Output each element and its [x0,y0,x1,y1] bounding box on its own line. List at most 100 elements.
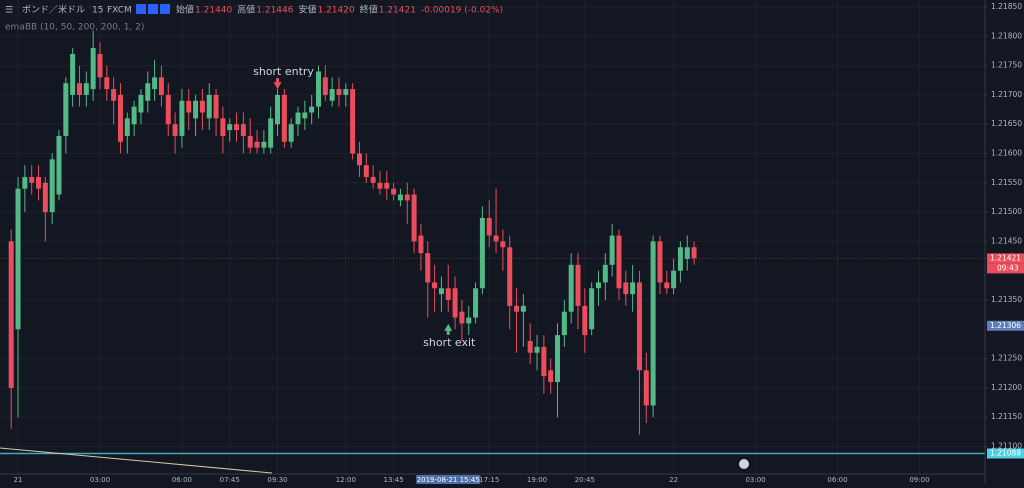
candle-body [643,370,649,406]
x-tick-label: 19:00 [527,476,547,484]
crosshair-x-label: 2019-08-21 15:45 [417,476,480,484]
y-tick-label: 1.21850 [991,2,1022,11]
candle-body [520,305,526,312]
candle-body [356,153,362,166]
y-tick-label: 1.21650 [991,119,1022,128]
annotation-text: short entry [253,65,314,78]
candle-body [507,247,513,306]
x-tick-label: 17:15 [479,476,499,484]
interval: 15 [92,6,103,16]
crosshair-x-box [416,475,481,484]
y-tick-label: 1.21250 [991,354,1022,363]
candle-body [42,182,48,213]
candle-body [111,89,117,101]
candle-body [630,282,636,295]
candle-body [589,288,595,330]
candle-body [213,94,219,119]
candle-body [29,176,35,183]
candle-body [104,77,110,90]
candle-body [275,94,281,125]
price-label: 1.21306 [990,321,1021,330]
candle-body [234,124,240,131]
candle-body [165,94,171,125]
change: -0.00019 (-0.02%) [421,6,503,16]
candle-body [363,165,369,177]
candle-body [418,235,424,254]
x-tick-label: 03:00 [90,476,110,484]
candle-body [193,100,199,119]
countdown: 09:43 [997,263,1019,272]
price-label-box [987,448,1024,459]
x-tick-label: 06:00 [827,476,847,484]
candle-body [438,288,444,295]
candle-body [36,176,42,189]
candle-body [83,83,89,95]
indicator-line [0,447,273,474]
x-tick-label: 07:45 [220,476,240,484]
ohlc-label: 始値 [176,4,194,16]
candle-body [220,118,226,136]
x-tick-label: 09:00 [909,476,929,484]
y-tick-label: 1.21350 [991,295,1022,304]
candle-body [329,89,335,101]
ohlc-value: 1.21446 [256,6,293,16]
ohlc-value: 1.21440 [195,6,232,16]
candle-body [397,194,403,201]
candle-body [466,317,472,324]
button[interactable] [136,4,146,14]
x-tick-label: 20:45 [575,476,595,484]
x-tick-label: 03:00 [745,476,765,484]
indicator: emaBB (10, 50, 200, 200, 1, 2) [5,23,144,33]
y-tick-label: 1.21550 [991,178,1022,187]
button[interactable] [148,4,158,14]
candle-body [514,305,520,312]
candle-body [473,288,479,318]
candle-body [172,124,178,136]
candle-body [623,282,629,295]
source: FXCM [107,6,132,16]
ohlc: 始値 1.21440 高値 1.21446 安値 1.21420 終値 1.21421 -0.0… [176,4,503,16]
candle-body [377,182,383,189]
header: ☰ ポンド／米ドル 15 FXCM 始値 1.21440 高値 1.21446 安値 1.… [5,4,503,33]
price-label: 1.21421 [990,253,1021,262]
button[interactable] [160,4,170,14]
candle-body [534,346,540,353]
candle-body [555,335,561,383]
candle-body [527,340,533,353]
grid [0,0,985,474]
candle-body [199,100,205,113]
candle-body [568,264,574,312]
candle-body [117,94,123,142]
candle-body [664,282,670,289]
candle-body [636,282,642,371]
candle-body [677,247,683,271]
ohlc-label: 高値 [237,4,255,16]
candle-body [145,83,151,101]
axes: 1.21100 1.21150 1.21200 1.21250 1.21350 1.214… [14,2,1024,484]
price-label-box [987,320,1024,331]
candle-body [336,89,342,95]
candle-body [254,141,260,148]
event-icon[interactable] [739,459,749,469]
candle-body [322,77,328,95]
candle-body [247,135,253,148]
y-tick-label: 1.21700 [991,90,1022,99]
x-tick-label: 22 [669,476,678,484]
candle-body [288,124,294,142]
annotation-text: short exit [423,336,476,349]
candle-body [575,264,581,306]
candle-body [309,106,315,113]
candle-body [384,182,390,189]
candle-body [609,235,615,265]
candle-body [391,188,397,195]
candle-body [459,311,465,324]
x-tick-label: 09:30 [267,476,287,484]
y-tick-label: 1.21500 [991,207,1022,216]
candle-body [186,100,192,113]
y-tick-label: 1.21150 [991,412,1022,421]
candle-body [158,77,164,95]
ohlc-label: 終値 [360,4,378,16]
x-tick-label: 06:00 [172,476,192,484]
